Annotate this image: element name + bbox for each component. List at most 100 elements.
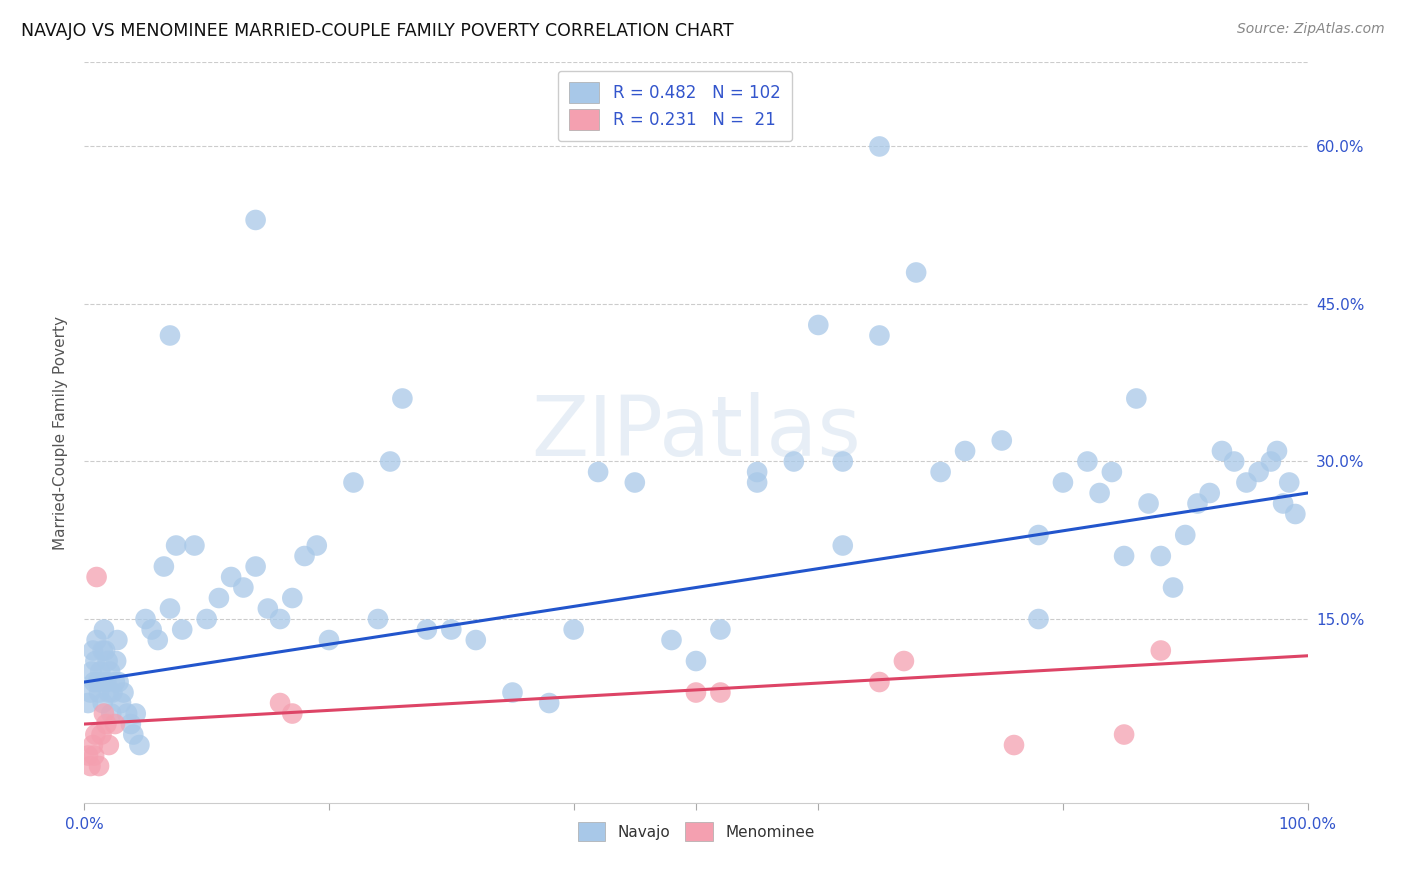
- Navajo: [1137, 496, 1160, 510]
- Menominee: [79, 759, 101, 773]
- Text: ZIPatlas: ZIPatlas: [531, 392, 860, 473]
- Navajo: [869, 139, 891, 153]
- Menominee: [709, 685, 731, 699]
- Navajo: [128, 738, 150, 752]
- Navajo: [1236, 475, 1258, 490]
- Navajo: [1198, 486, 1220, 500]
- Navajo: [1211, 444, 1233, 458]
- Navajo: [245, 213, 267, 227]
- Menominee: [83, 748, 105, 763]
- Menominee: [1002, 738, 1025, 752]
- Navajo: [831, 539, 853, 553]
- Navajo: [172, 623, 194, 637]
- Legend: Navajo, Menominee: Navajo, Menominee: [571, 816, 821, 847]
- Navajo: [1265, 444, 1288, 458]
- Navajo: [1174, 528, 1197, 542]
- Menominee: [90, 727, 112, 741]
- Navajo: [869, 328, 891, 343]
- Navajo: [98, 665, 121, 679]
- Navajo: [294, 549, 316, 563]
- Navajo: [1161, 581, 1184, 595]
- Navajo: [380, 454, 402, 468]
- Navajo: [953, 444, 976, 458]
- Navajo: [122, 727, 145, 741]
- Menominee: [104, 717, 127, 731]
- Navajo: [77, 696, 100, 710]
- Navajo: [159, 328, 181, 343]
- Navajo: [1114, 549, 1136, 563]
- Text: NAVAJO VS MENOMINEE MARRIED-COUPLE FAMILY POVERTY CORRELATION CHART: NAVAJO VS MENOMINEE MARRIED-COUPLE FAMIL…: [21, 22, 734, 40]
- Menominee: [87, 759, 110, 773]
- Navajo: [146, 633, 169, 648]
- Menominee: [269, 696, 291, 710]
- Navajo: [929, 465, 952, 479]
- Navajo: [97, 685, 120, 699]
- Navajo: [747, 475, 769, 490]
- Navajo: [905, 265, 928, 279]
- Navajo: [135, 612, 157, 626]
- Navajo: [1247, 465, 1270, 479]
- Navajo: [562, 623, 585, 637]
- Navajo: [87, 675, 110, 690]
- Navajo: [89, 665, 111, 679]
- Navajo: [82, 643, 104, 657]
- Menominee: [1114, 727, 1136, 741]
- Y-axis label: Married-Couple Family Poverty: Married-Couple Family Poverty: [53, 316, 69, 549]
- Navajo: [91, 643, 114, 657]
- Text: Source: ZipAtlas.com: Source: ZipAtlas.com: [1237, 22, 1385, 37]
- Navajo: [219, 570, 242, 584]
- Navajo: [416, 623, 439, 637]
- Navajo: [107, 675, 129, 690]
- Navajo: [195, 612, 218, 626]
- Navajo: [1278, 475, 1301, 490]
- Navajo: [281, 591, 304, 605]
- Navajo: [104, 675, 127, 690]
- Navajo: [94, 643, 117, 657]
- Menominee: [93, 706, 115, 721]
- Navajo: [1076, 454, 1098, 468]
- Navajo: [1223, 454, 1246, 468]
- Menominee: [77, 748, 100, 763]
- Menominee: [893, 654, 915, 668]
- Navajo: [1260, 454, 1282, 468]
- Navajo: [79, 685, 101, 699]
- Navajo: [624, 475, 647, 490]
- Navajo: [183, 539, 205, 553]
- Navajo: [87, 685, 110, 699]
- Navajo: [159, 601, 181, 615]
- Menominee: [281, 706, 304, 721]
- Navajo: [831, 454, 853, 468]
- Navajo: [586, 465, 609, 479]
- Menominee: [685, 685, 707, 699]
- Navajo: [208, 591, 231, 605]
- Navajo: [96, 675, 118, 690]
- Menominee: [96, 717, 118, 731]
- Navajo: [502, 685, 524, 699]
- Navajo: [153, 559, 176, 574]
- Navajo: [342, 475, 364, 490]
- Navajo: [1028, 612, 1050, 626]
- Navajo: [141, 623, 163, 637]
- Navajo: [747, 465, 769, 479]
- Navajo: [100, 706, 122, 721]
- Navajo: [685, 654, 707, 668]
- Navajo: [440, 623, 463, 637]
- Navajo: [783, 454, 806, 468]
- Navajo: [269, 612, 291, 626]
- Navajo: [318, 633, 340, 648]
- Navajo: [91, 696, 114, 710]
- Navajo: [80, 665, 103, 679]
- Navajo: [1187, 496, 1209, 510]
- Navajo: [245, 559, 267, 574]
- Navajo: [86, 633, 108, 648]
- Menominee: [86, 570, 108, 584]
- Navajo: [661, 633, 683, 648]
- Navajo: [464, 633, 486, 648]
- Navajo: [112, 685, 135, 699]
- Navajo: [105, 654, 128, 668]
- Navajo: [101, 685, 124, 699]
- Navajo: [125, 706, 148, 721]
- Navajo: [1101, 465, 1123, 479]
- Menominee: [82, 738, 104, 752]
- Navajo: [807, 318, 830, 332]
